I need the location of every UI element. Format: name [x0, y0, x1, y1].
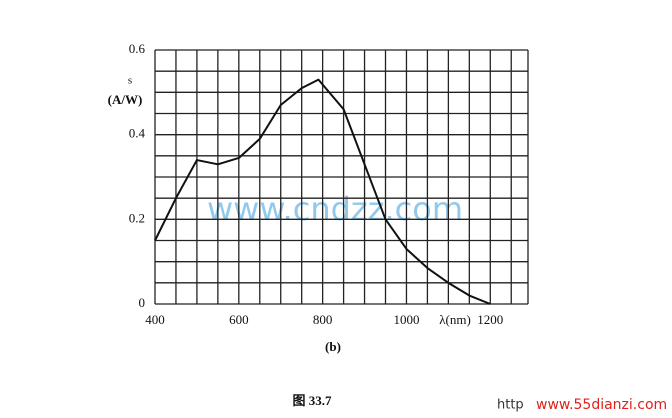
watermark: www.cndzz.com	[207, 190, 463, 228]
x-tick-label: 1200	[477, 312, 503, 327]
x-tick-label: 400	[145, 312, 165, 327]
y-label-unit: (A/W)	[108, 92, 143, 107]
y-tick-label: 0.4	[129, 126, 146, 141]
x-tick-label: 800	[313, 312, 333, 327]
watermark: www.55dianzi.com	[536, 397, 667, 413]
y-tick-label: 0.2	[129, 210, 145, 225]
x-tick-label: 1000	[393, 312, 419, 327]
data-line	[154, 78, 491, 305]
figure-label: 图 33.7	[292, 393, 332, 408]
x-tick-label: 600	[229, 312, 249, 327]
y-tick-label: 0	[139, 295, 146, 310]
y-tick-label: 0.6	[129, 41, 146, 56]
caption: (b)	[325, 339, 341, 354]
watermark: http	[497, 398, 524, 413]
y-label-symbol: s	[128, 75, 132, 87]
x-label: λ(nm)	[439, 312, 471, 327]
